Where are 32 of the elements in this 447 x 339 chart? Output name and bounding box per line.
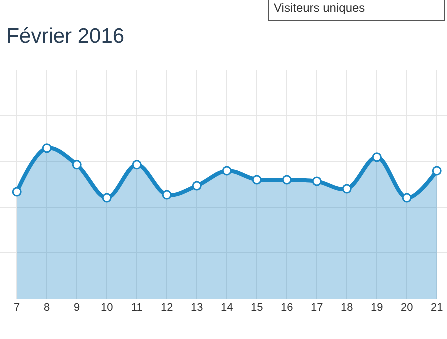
x-tick-label: 13 [190,302,204,314]
x-tick-label: 12 [160,302,174,314]
x-tick-label: 11 [131,302,143,314]
x-tick-label: 20 [400,302,414,314]
text: Visiteurs uniques [274,1,366,15]
point [432,166,442,176]
point [282,175,292,185]
x-tick-label: 10 [100,302,114,314]
point [192,181,202,191]
x-tick-label: 18 [340,302,354,314]
point [402,193,412,203]
point [102,193,112,203]
x-tick-label: 8 [44,302,50,314]
chart-title: Février 2016 [6,24,125,48]
x-tick-label: 21 [430,302,444,314]
point [342,184,352,194]
x-tick-label: 19 [370,302,384,314]
point [312,176,322,186]
point [372,152,382,162]
x-tick-label: 14 [220,302,234,314]
x-tick-label: 9 [74,302,80,314]
point [12,187,22,197]
point [162,190,172,200]
x-tick-label: 15 [250,302,264,314]
point [42,144,52,154]
point [132,160,142,170]
point [222,166,232,176]
point [252,175,262,185]
x-tick-label: 7 [14,302,20,314]
point [72,160,82,170]
x-tick-label: 17 [310,302,324,314]
x-tick-label: 16 [280,302,294,314]
